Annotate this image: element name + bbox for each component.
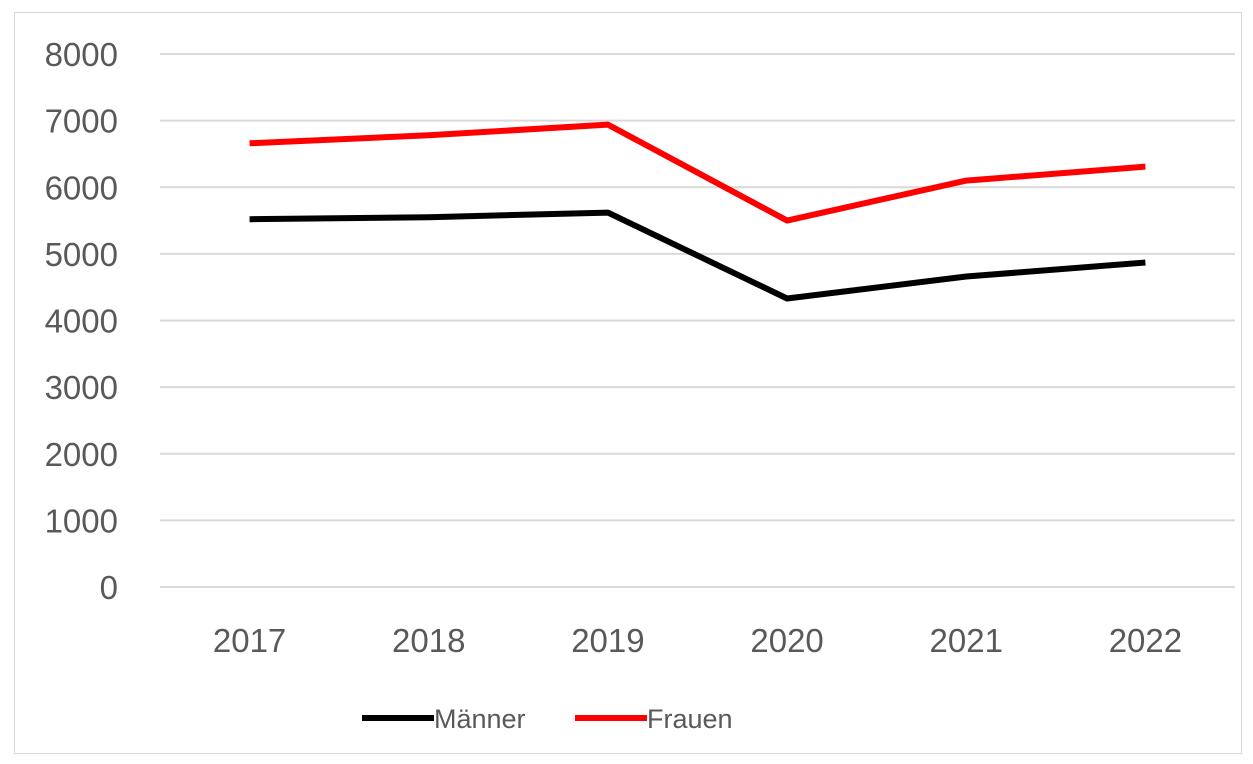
series-lines [249, 121, 1146, 302]
x-tick-label: 2022 [1109, 622, 1182, 659]
gridlines [160, 53, 1235, 588]
x-tick-label: 2018 [392, 622, 465, 659]
y-tick-label: 1000 [45, 502, 118, 539]
y-tick-label: 2000 [45, 436, 118, 473]
y-tick-label: 4000 [45, 303, 118, 340]
x-tick-label: 2019 [571, 622, 644, 659]
legend: Männer Frauen [362, 704, 733, 734]
y-tick-label: 7000 [45, 103, 118, 140]
y-tick-label: 8000 [45, 36, 118, 73]
series-line-1 [249, 121, 1146, 224]
y-tick-label: 3000 [45, 369, 118, 406]
y-tick-label: 0 [100, 569, 118, 606]
x-tick-label: 2020 [750, 622, 823, 659]
y-tick-label: 6000 [45, 169, 118, 206]
legend-label: Frauen [647, 704, 733, 734]
x-tick-label: 2021 [930, 622, 1003, 659]
legend-label: Männer [434, 704, 526, 734]
x-axis-tick-labels: 2017 2018 2019 2020 2021 2022 [213, 622, 1182, 659]
x-tick-label: 2017 [213, 622, 286, 659]
y-axis-tick-labels: 0 1000 2000 3000 4000 5000 6000 7000 8000 [45, 36, 118, 606]
series-line-0 [249, 209, 1146, 302]
y-tick-label: 5000 [45, 236, 118, 273]
